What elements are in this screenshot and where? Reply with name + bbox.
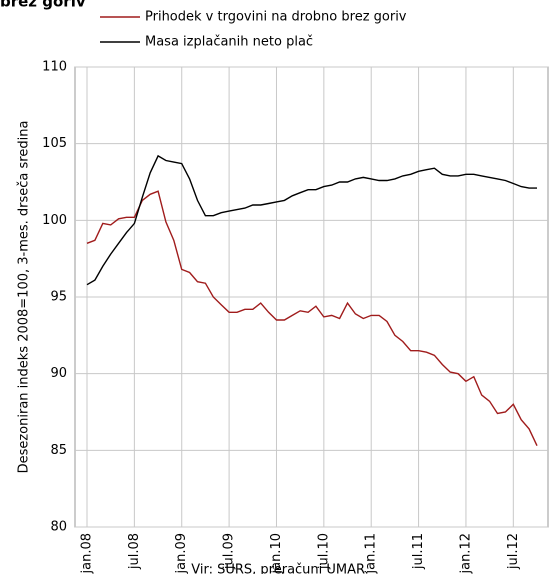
x-tick-label: jul.08 [127,533,142,570]
x-tick-label: jul.12 [506,533,521,570]
y-tick-label: 85 [50,443,67,458]
x-tick-label: jan.09 [174,533,189,574]
source-note: Vir: SURS, preračuni UMAR. [191,563,368,574]
x-tick-label: jul.11 [411,533,426,570]
x-tick-label: jan.11 [364,533,379,574]
y-tick-label: 100 [42,213,67,228]
y-tick-label: 80 [50,520,67,535]
x-tick-label: jan.10 [269,533,284,574]
series-line [86,190,538,446]
legend-label: Prihodek v trgovini na drobno brez goriv [145,10,407,25]
y-tick-label: 105 [42,136,67,151]
y-tick-label: 95 [50,290,67,305]
y-tick-label: 90 [50,366,67,381]
chart-title: brez goriv [0,0,86,11]
y-tick-label: 110 [42,60,67,75]
x-tick-label: jan.12 [458,533,473,574]
y-axis-label: Desezoniran indeks 2008=100, 3-mes. drse… [17,121,32,474]
x-tick-label: jul.10 [316,533,331,570]
legend-label: Masa izplačanih neto plač [145,35,313,50]
x-tick-label: jul.09 [222,533,237,570]
series-line [86,154,537,286]
x-tick-label: jan.08 [80,533,95,574]
